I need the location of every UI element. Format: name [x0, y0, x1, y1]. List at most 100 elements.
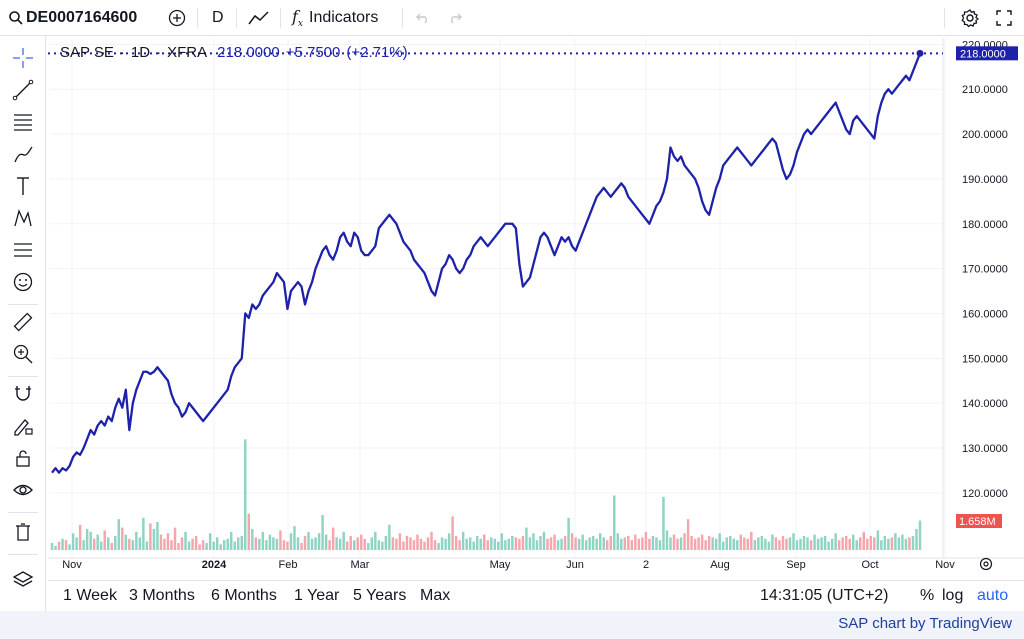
volume-bar: [806, 537, 809, 550]
magnet-tool[interactable]: [11, 382, 35, 406]
auto-toggle[interactable]: auto: [977, 587, 1009, 604]
volume-bar: [286, 541, 289, 550]
volume-bar: [177, 543, 180, 550]
volume-bar: [809, 540, 813, 550]
volume-bar: [345, 541, 349, 550]
emoji-tool[interactable]: [11, 270, 35, 294]
volume-bar: [591, 536, 595, 550]
volume-bar: [360, 534, 363, 550]
fullscreen-button[interactable]: [996, 0, 1012, 36]
log-toggle[interactable]: log: [942, 587, 964, 604]
undo-button[interactable]: [415, 0, 431, 36]
attribution-link[interactable]: SAP chart by TradingView: [838, 615, 1012, 632]
volume-bar: [338, 538, 342, 550]
pencil-lock-icon: [14, 419, 33, 436]
volume-bar: [314, 537, 317, 550]
percent-toggle[interactable]: %: [920, 587, 935, 604]
crosshair-tool[interactable]: [11, 46, 35, 70]
price-tick-label: 160.0000: [962, 308, 1008, 320]
toolbar-divider: [402, 8, 403, 28]
volume-bar: [64, 540, 68, 550]
volume-bar: [855, 540, 858, 550]
layers-icon: [12, 571, 34, 587]
volume-bar: [454, 536, 458, 550]
volume-bar: [739, 534, 743, 550]
range-1-week[interactable]: 1 Week: [63, 587, 117, 604]
redo-button[interactable]: [447, 0, 463, 36]
volume-bar: [328, 540, 331, 550]
volume-bar: [275, 538, 279, 550]
volume-bar: [247, 513, 251, 550]
timezone-clock[interactable]: 14:31:05 (UTC+2): [760, 587, 889, 604]
time-axis[interactable]: Nov 2024 Feb Mar May Jun 2 Aug Sep Oct Nov: [62, 559, 955, 571]
time-axis-settings-button[interactable]: [979, 557, 993, 571]
volume-bar: [514, 537, 518, 550]
toolbar-divider: [280, 8, 281, 28]
volume-bar: [237, 537, 240, 550]
pattern-tool[interactable]: [11, 206, 35, 230]
volume-bar: [862, 531, 865, 550]
chart-type-button[interactable]: [248, 0, 270, 36]
pattern-icon: [14, 209, 32, 227]
text-tool[interactable]: [11, 174, 35, 198]
volume-bar: [880, 540, 883, 550]
lock-drawing-tool[interactable]: [11, 414, 35, 438]
symbol-search[interactable]: DE0007164600: [8, 0, 137, 36]
volume-bar: [616, 533, 620, 550]
volume-bar: [704, 540, 707, 550]
volume-bar: [746, 538, 750, 550]
lock-tool[interactable]: [11, 446, 35, 470]
delete-tool[interactable]: [11, 520, 35, 544]
volume-bar: [834, 533, 837, 550]
range-5-years[interactable]: 5 Years: [353, 587, 407, 604]
volume-bar: [409, 537, 412, 550]
price-tick-label: 180.0000: [962, 219, 1008, 231]
brush-tool[interactable]: [11, 142, 35, 166]
volume-bar: [395, 538, 398, 550]
volume-bar: [911, 536, 915, 550]
compare-add-button[interactable]: [168, 0, 186, 36]
volume-bar: [208, 533, 212, 550]
legend-last-price: 218.0000: [217, 44, 280, 61]
volume-bar: [363, 538, 366, 550]
volume-bar: [504, 540, 507, 550]
range-1-year[interactable]: 1 Year: [294, 587, 340, 604]
indicators-button[interactable]: fx Indicators: [292, 0, 378, 36]
time-tick-label: Nov: [62, 559, 82, 571]
interval-button[interactable]: D: [212, 0, 224, 36]
volume-bar: [142, 517, 145, 550]
fib-tool[interactable]: [11, 110, 35, 134]
volume-bar: [711, 537, 714, 550]
volume-bar: [714, 538, 718, 550]
volume-bar: [254, 537, 258, 550]
range-max[interactable]: Max: [420, 587, 451, 604]
volume-bar: [447, 533, 451, 550]
volume-bar: [707, 536, 711, 550]
volume-bar: [82, 540, 85, 550]
indicators-label: Indicators: [309, 9, 379, 26]
time-tick-label: 2: [643, 559, 649, 571]
hide-tool[interactable]: [11, 478, 35, 502]
volume-bar: [156, 522, 159, 550]
object-tree-button[interactable]: [11, 568, 35, 592]
volume-bar: [391, 537, 395, 550]
zoom-in-icon: [13, 344, 33, 364]
range-6-months[interactable]: 6 Months: [211, 587, 277, 604]
measure-tool[interactable]: [11, 310, 35, 334]
price-chart[interactable]: 220.0000210.0000200.0000190.0000180.0000…: [48, 38, 1024, 578]
range-3-months[interactable]: 3 Months: [129, 587, 195, 604]
settings-button[interactable]: [960, 0, 980, 36]
volume-bar: [785, 538, 788, 550]
volume-bar: [700, 534, 704, 550]
trend-line-tool[interactable]: [11, 78, 35, 102]
price-axis[interactable]: 220.0000210.0000200.0000190.0000180.0000…: [962, 39, 1008, 500]
price-tick-label: 170.0000: [962, 264, 1008, 276]
last-price-label: 218.0000: [960, 48, 1006, 60]
prediction-tool[interactable]: [11, 238, 35, 262]
volume-bar: [423, 541, 426, 550]
zoom-tool[interactable]: [11, 342, 35, 366]
volume-bar: [518, 538, 521, 550]
horizontal-lines-icon: [14, 114, 32, 131]
volume-bar: [795, 540, 799, 550]
volume-bar: [894, 533, 897, 550]
